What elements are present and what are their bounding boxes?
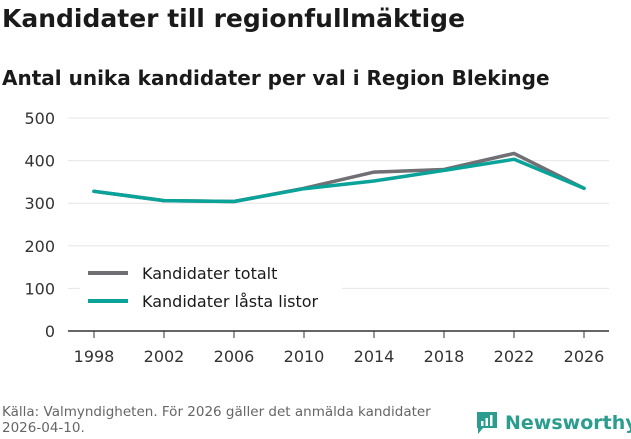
- chart-title: Kandidater till regionfullmäktige: [2, 4, 466, 33]
- chart-subtitle: Antal unika kandidater per val i Region …: [2, 66, 550, 90]
- newsworthy-logo-icon: [477, 412, 497, 434]
- x-tick-label: 2022: [494, 347, 535, 366]
- line-chart: 0 100 200 300 400 500 1998 2002 2006 2010 2014 2018…: [24, 109, 609, 366]
- x-tick-label: 2018: [424, 347, 465, 366]
- x-tick-label: 2006: [214, 347, 255, 366]
- source-note: Källa: Valmyndigheten. För 2026 gäller d…: [2, 404, 431, 436]
- x-tick-label: 2010: [284, 347, 325, 366]
- series-locked-lists: [92, 157, 586, 204]
- series-line: [92, 157, 586, 204]
- y-tick-label: 300: [24, 194, 55, 213]
- brand-logo: Newsworthy: [475, 408, 631, 438]
- legend-label: Kandidater låsta listor: [142, 292, 319, 311]
- y-tick-label: 200: [24, 237, 55, 256]
- y-tick-label: 500: [24, 109, 55, 128]
- y-tick-label: 0: [45, 322, 55, 341]
- x-tick-label: 2026: [564, 347, 605, 366]
- legend-item: Kandidater totalt: [80, 258, 342, 286]
- legend-label: Kandidater totalt: [142, 264, 277, 283]
- legend-item: Kandidater låsta listor: [80, 286, 342, 314]
- x-tick-label: 2002: [144, 347, 185, 366]
- y-tick-label: 100: [24, 279, 55, 298]
- brand-name: Newsworthy: [505, 412, 631, 434]
- y-tick-label: 400: [24, 152, 55, 171]
- x-tick-label: 2014: [354, 347, 395, 366]
- x-tick-label: 1998: [74, 347, 115, 366]
